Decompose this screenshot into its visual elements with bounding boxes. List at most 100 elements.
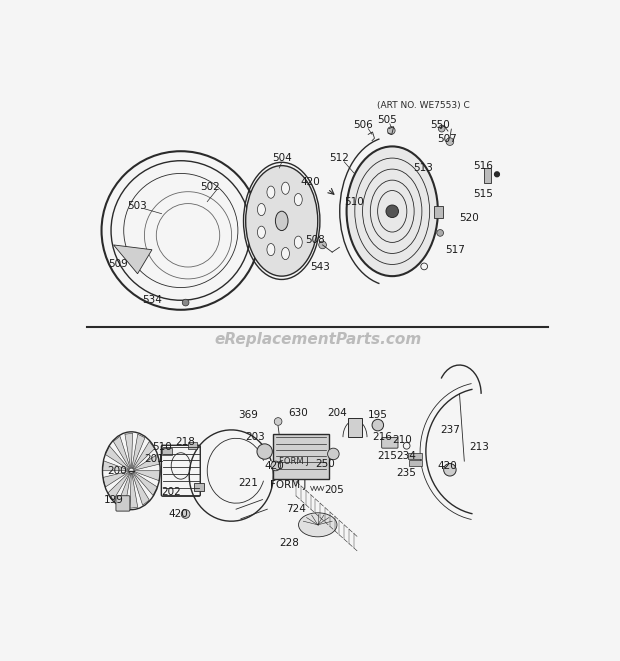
Ellipse shape: [298, 513, 337, 537]
Text: 195: 195: [368, 410, 388, 420]
Text: 420: 420: [169, 509, 188, 519]
Text: 199: 199: [104, 494, 123, 504]
Ellipse shape: [257, 204, 265, 215]
Ellipse shape: [347, 146, 438, 276]
Circle shape: [438, 126, 445, 132]
Text: 503: 503: [128, 202, 148, 212]
Text: 218: 218: [175, 437, 195, 447]
Text: 520: 520: [459, 214, 479, 223]
Text: 420: 420: [301, 177, 321, 188]
Polygon shape: [133, 472, 157, 495]
Polygon shape: [113, 245, 152, 274]
Text: 237: 237: [440, 425, 460, 435]
Ellipse shape: [281, 247, 290, 260]
Text: 420: 420: [265, 461, 285, 471]
Polygon shape: [125, 434, 133, 469]
Text: 213: 213: [469, 442, 489, 451]
Polygon shape: [118, 473, 131, 507]
Text: 369: 369: [238, 410, 258, 420]
Circle shape: [327, 448, 339, 459]
Polygon shape: [103, 471, 129, 487]
Text: 221: 221: [238, 478, 258, 488]
Circle shape: [386, 205, 399, 217]
Polygon shape: [105, 446, 130, 470]
Polygon shape: [133, 442, 154, 469]
Text: 550: 550: [430, 120, 450, 130]
FancyBboxPatch shape: [348, 418, 362, 437]
Text: 420: 420: [438, 461, 458, 471]
Text: 228: 228: [279, 538, 299, 548]
Circle shape: [388, 127, 395, 134]
Text: 502: 502: [200, 182, 219, 192]
Polygon shape: [108, 472, 130, 500]
Text: 724: 724: [286, 504, 306, 514]
Text: 510: 510: [152, 442, 172, 451]
Circle shape: [182, 299, 189, 306]
Text: 205: 205: [325, 485, 345, 495]
Ellipse shape: [267, 186, 275, 198]
Text: 507: 507: [438, 134, 458, 144]
FancyBboxPatch shape: [194, 483, 203, 491]
Ellipse shape: [281, 182, 290, 194]
Text: 201: 201: [144, 453, 164, 464]
Polygon shape: [133, 455, 160, 471]
Text: 534: 534: [142, 295, 162, 305]
Text: 234: 234: [397, 451, 417, 461]
Polygon shape: [113, 436, 130, 469]
FancyBboxPatch shape: [162, 448, 172, 455]
Circle shape: [274, 418, 282, 425]
Text: 506: 506: [353, 120, 373, 130]
Text: 215: 215: [378, 451, 397, 461]
Text: 216: 216: [373, 432, 392, 442]
Text: FORM J: FORM J: [270, 480, 306, 490]
Circle shape: [495, 172, 499, 176]
Text: 509: 509: [108, 259, 128, 269]
Circle shape: [319, 241, 326, 249]
Text: 200: 200: [107, 466, 126, 476]
Polygon shape: [102, 461, 129, 471]
Text: 508: 508: [306, 235, 326, 245]
Polygon shape: [134, 471, 160, 481]
FancyBboxPatch shape: [188, 442, 197, 449]
Ellipse shape: [294, 194, 302, 206]
Ellipse shape: [257, 226, 265, 239]
Circle shape: [372, 419, 384, 431]
Ellipse shape: [294, 236, 302, 249]
Text: 513: 513: [414, 163, 433, 173]
Text: 203: 203: [246, 432, 265, 442]
Ellipse shape: [246, 166, 317, 276]
Circle shape: [437, 229, 443, 236]
Text: 204: 204: [327, 408, 347, 418]
Text: 516: 516: [474, 161, 494, 171]
Text: eReplacementParts.com: eReplacementParts.com: [214, 332, 422, 347]
Circle shape: [271, 461, 280, 471]
Polygon shape: [132, 473, 149, 505]
Circle shape: [181, 510, 190, 518]
Text: 250: 250: [315, 459, 335, 469]
Text: 515: 515: [474, 190, 494, 200]
FancyBboxPatch shape: [434, 206, 443, 219]
Text: 630: 630: [289, 408, 308, 418]
Polygon shape: [273, 434, 329, 479]
Circle shape: [446, 137, 454, 145]
Text: 235: 235: [397, 468, 417, 478]
Circle shape: [257, 444, 272, 459]
Text: FORM J: FORM J: [279, 457, 309, 465]
Polygon shape: [130, 473, 138, 508]
FancyBboxPatch shape: [116, 496, 130, 511]
Text: 504: 504: [272, 153, 291, 163]
Text: 202: 202: [161, 487, 181, 497]
Text: 517: 517: [445, 245, 464, 254]
Polygon shape: [132, 434, 145, 469]
Text: 505: 505: [378, 115, 397, 125]
FancyBboxPatch shape: [407, 453, 422, 459]
Text: 543: 543: [310, 262, 330, 272]
Circle shape: [444, 463, 456, 476]
FancyBboxPatch shape: [409, 460, 422, 467]
Text: (ART NO. WE7553) C: (ART NO. WE7553) C: [377, 100, 470, 110]
Ellipse shape: [275, 212, 288, 231]
Text: 510: 510: [344, 197, 364, 207]
Text: 210: 210: [392, 434, 412, 444]
Text: 512: 512: [329, 153, 349, 163]
FancyBboxPatch shape: [484, 168, 491, 183]
